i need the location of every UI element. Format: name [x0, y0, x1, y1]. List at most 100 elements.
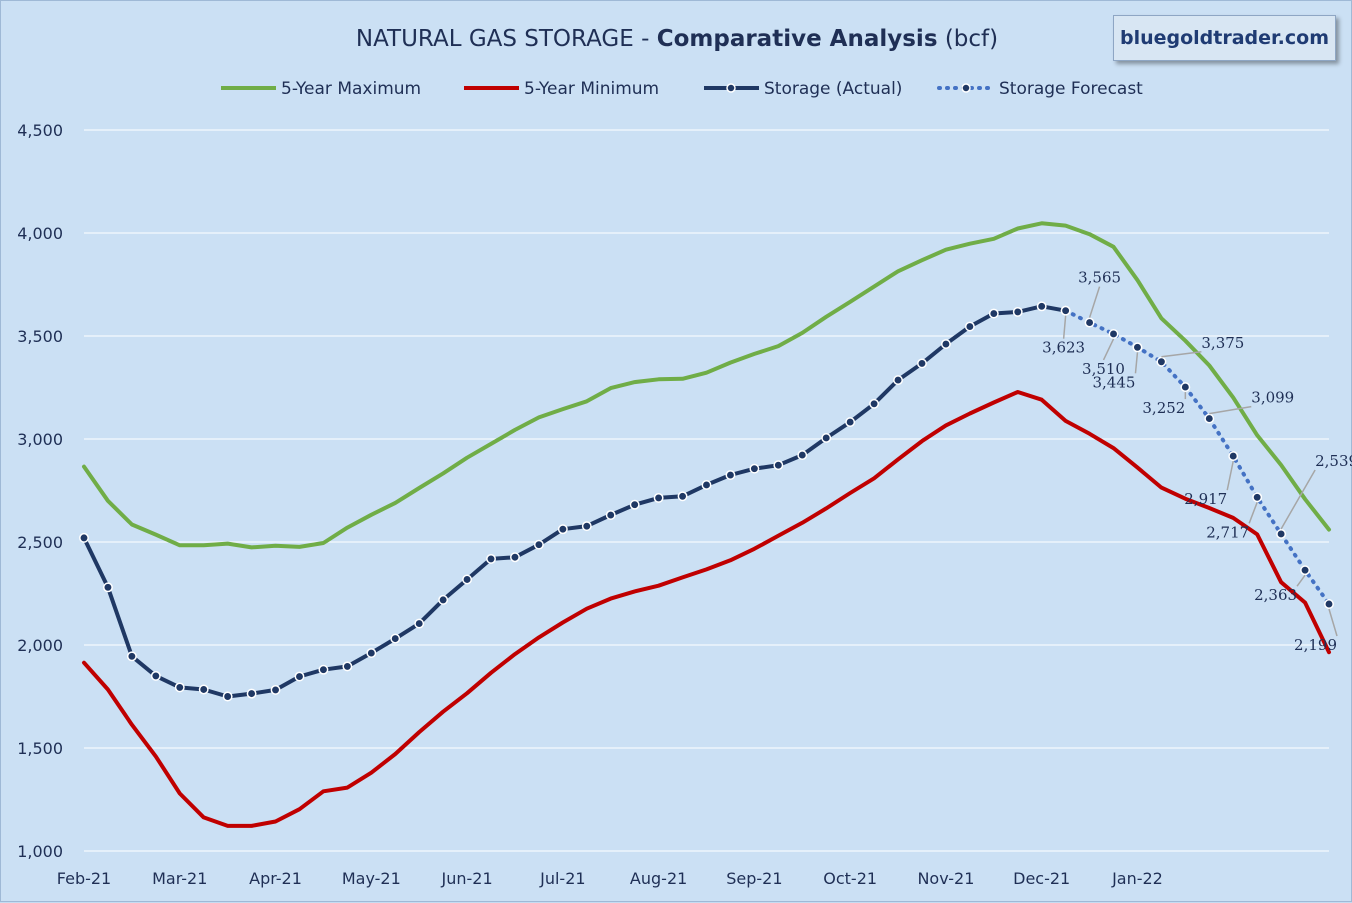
callout-leader [1102, 338, 1115, 361]
data-point [964, 321, 975, 332]
title-normal: NATURAL GAS STORAGE - [356, 26, 657, 52]
x-tick-label: Aug-21 [630, 869, 687, 888]
data-point [653, 492, 664, 503]
legend-label-max: 5-Year Maximum [281, 79, 421, 99]
callout-leader [1209, 405, 1252, 415]
callout-leader [1134, 352, 1139, 374]
callout-leader [1161, 351, 1202, 358]
data-point [629, 499, 640, 510]
y-tick-label: 3,500 [17, 327, 63, 346]
legend-label-forecast: Storage Forecast [999, 79, 1143, 99]
callout-leader [1280, 469, 1316, 530]
data-point [533, 539, 544, 550]
data-point [318, 664, 329, 675]
data-point [1300, 565, 1311, 576]
data-point [845, 417, 856, 428]
data-point [725, 470, 736, 480]
data-label: 2,363 [1254, 586, 1297, 604]
data-point [366, 648, 377, 658]
legend-label-min: 5-Year Minimum [524, 79, 659, 99]
data-point [677, 491, 688, 502]
data-point [869, 398, 880, 409]
data-point [821, 433, 832, 443]
data-point [1156, 356, 1167, 367]
data-point [246, 688, 257, 699]
title-bold: Comparative Analysis [657, 26, 938, 52]
x-axis: Feb-21 Mar-21 Apr-21 May-21 Jun-21 Jul-21 Aug-… [57, 869, 1163, 888]
x-tick-label: Jun-21 [441, 869, 493, 888]
x-tick-label: Nov-21 [917, 869, 974, 888]
data-point [294, 671, 305, 682]
data-label: 3,623 [1042, 339, 1085, 357]
callout-leader [1088, 286, 1101, 318]
data-point [174, 682, 185, 693]
data-label: 3,565 [1078, 269, 1121, 287]
data-point [126, 651, 137, 662]
data-label: 3,510 [1082, 360, 1125, 378]
data-label: 3,445 [1093, 373, 1136, 391]
y-axis: 1,000 1,500 2,000 2,500 3,000 3,500 4,000 4,500 [17, 121, 63, 861]
data-point [102, 582, 113, 593]
chart-title: NATURAL GAS STORAGE - Comparative Analys… [356, 26, 998, 52]
brand-label: bluegoldtrader.com [1119, 27, 1330, 49]
data-point [893, 375, 903, 386]
data-point [1180, 382, 1191, 393]
data-point [1108, 328, 1119, 339]
x-tick-label: Mar-21 [152, 869, 207, 888]
data-label: 2,199 [1294, 636, 1337, 654]
data-label: 3,375 [1201, 334, 1244, 352]
data-point [773, 460, 784, 471]
data-point [701, 479, 712, 490]
data-point [486, 553, 496, 564]
data-point [414, 618, 425, 629]
data-point [605, 510, 616, 520]
data-point [222, 691, 233, 702]
data-point [749, 463, 760, 474]
legend-marker-forecast [961, 83, 971, 93]
x-tick-label: Sep-21 [726, 869, 782, 888]
title-unit: (bcf) [938, 26, 999, 52]
y-tick-label: 2,000 [17, 636, 63, 655]
data-point [1012, 306, 1023, 317]
y-tick-label: 2,500 [17, 533, 63, 552]
callout-leader [1296, 574, 1306, 587]
brand-box: bluegoldtrader.com [1113, 15, 1336, 61]
data-point [557, 524, 568, 535]
data-point [917, 358, 927, 369]
data-point [797, 450, 808, 461]
data-point [198, 684, 209, 695]
data-label: 3,099 [1251, 389, 1294, 407]
y-tick-label: 1,000 [17, 842, 63, 861]
legend-marker-actual [726, 83, 736, 93]
data-point [510, 552, 520, 563]
x-tick-label: Jan-22 [1111, 869, 1163, 888]
x-tick-label: Oct-21 [823, 869, 877, 888]
data-point [988, 308, 999, 319]
gridlines [84, 129, 1329, 852]
data-point [1204, 413, 1215, 424]
x-tick-label: May-21 [342, 869, 401, 888]
callout-leader [1328, 608, 1338, 637]
legend: 5-Year Maximum 5-Year Minimum Storage (A… [221, 79, 1143, 99]
callout-leader [1248, 502, 1258, 524]
y-tick-label: 4,500 [17, 121, 63, 140]
data-point [1036, 301, 1047, 312]
data-point [390, 633, 401, 644]
data-point [1276, 529, 1287, 539]
data-label: 2,717 [1206, 523, 1249, 541]
series-line-5yr-min [82, 390, 1331, 828]
data-point [1084, 317, 1095, 328]
x-tick-label: Feb-21 [57, 869, 111, 888]
data-label: 2,917 [1184, 490, 1227, 508]
x-tick-label: Jul-21 [539, 869, 585, 888]
data-point [150, 670, 161, 681]
data-point [79, 532, 89, 543]
y-tick-label: 1,500 [17, 739, 63, 758]
data-label: 2,539 [1315, 452, 1352, 470]
data-point [462, 574, 473, 585]
data-point [1060, 305, 1071, 316]
x-tick-label: Apr-21 [249, 869, 302, 888]
